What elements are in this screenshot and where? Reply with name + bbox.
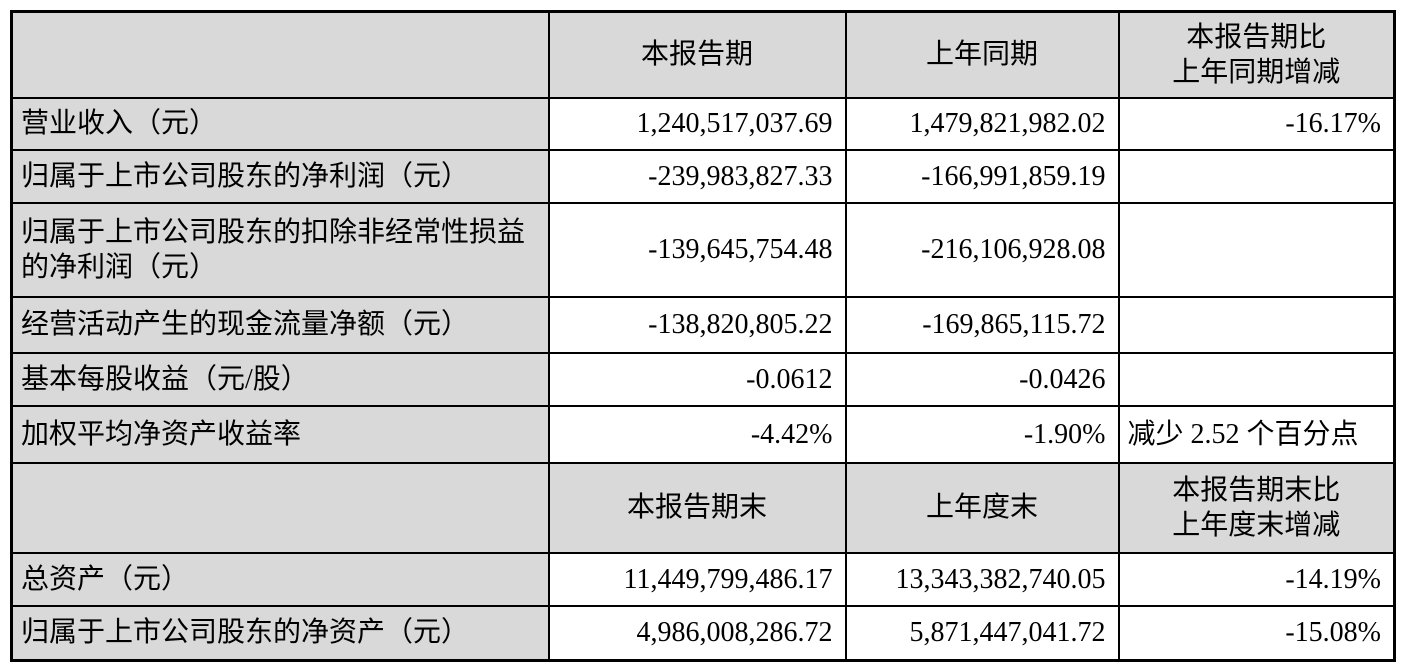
value-change: -14.19% [1117,551,1396,607]
row-label: 总资产（元） [10,551,550,607]
financial-summary-table: 本报告期 上年同期 本报告期比 上年同期增减 营业收入（元） 1,240,517… [10,10,1396,662]
section1-header-corner-cell [10,10,550,99]
value-change [1117,148,1396,204]
value-change: 减少 2.52 个百分点 [1117,404,1396,464]
table-row-operating-revenue: 营业收入（元） 1,240,517,037.69 1,479,821,982.0… [10,96,1396,151]
value-prior-period: -0.0426 [844,351,1120,407]
section1-header-current-period: 本报告期 [547,10,847,99]
section2-header-prior-year-end: 上年度末 [844,461,1120,554]
table-row-net-profit: 归属于上市公司股东的净利润（元） -239,983,827.33 -166,99… [10,148,1396,204]
value-current-period: 4,986,008,286.72 [547,604,847,662]
value-prior-period: -216,106,928.08 [844,201,1120,298]
value-change: -15.08% [1117,604,1396,662]
table-row-net-profit-excl-nonrecurring: 归属于上市公司股东的扣除非经常性损益的净利润（元） -139,645,754.4… [10,201,1396,298]
value-change: -16.17% [1117,96,1396,151]
table-row-basic-eps: 基本每股收益（元/股） -0.0612 -0.0426 [10,351,1396,407]
table-row-total-assets: 总资产（元） 11,449,799,486.17 13,343,382,740.… [10,551,1396,607]
value-change [1117,201,1396,298]
section2-header-current-period-end: 本报告期末 [547,461,847,554]
value-prior-period: 1,479,821,982.02 [844,96,1120,151]
row-label: 营业收入（元） [10,96,550,151]
section2-header-corner-cell [10,461,550,554]
value-change [1117,295,1396,354]
value-change [1117,351,1396,407]
value-prior-period: 13,343,382,740.05 [844,551,1120,607]
value-current-period: -0.0612 [547,351,847,407]
section2-header-change: 本报告期末比 上年度末增减 [1117,461,1396,554]
section1-header-prior-period: 上年同期 [844,10,1120,99]
value-prior-period: -166,991,859.19 [844,148,1120,204]
value-prior-period: -169,865,115.72 [844,295,1120,354]
row-label: 加权平均净资产收益率 [10,404,550,464]
value-current-period: -138,820,805.22 [547,295,847,354]
section1-header-row: 本报告期 上年同期 本报告期比 上年同期增减 [10,10,1396,99]
value-current-period: -239,983,827.33 [547,148,847,204]
section1-header-change: 本报告期比 上年同期增减 [1117,10,1396,99]
value-current-period: -139,645,754.48 [547,201,847,298]
value-current-period: 11,449,799,486.17 [547,551,847,607]
row-label: 归属于上市公司股东的净资产（元） [10,604,550,662]
section2-header-row: 本报告期末 上年度末 本报告期末比 上年度末增减 [10,461,1396,554]
table-row-net-assets: 归属于上市公司股东的净资产（元） 4,986,008,286.72 5,871,… [10,604,1396,662]
value-current-period: -4.42% [547,404,847,464]
row-label: 归属于上市公司股东的净利润（元） [10,148,550,204]
value-prior-period: 5,871,447,041.72 [844,604,1120,662]
row-label: 基本每股收益（元/股） [10,351,550,407]
row-label: 归属于上市公司股东的扣除非经常性损益的净利润（元） [10,201,550,298]
table-row-weighted-avg-roe: 加权平均净资产收益率 -4.42% -1.90% 减少 2.52 个百分点 [10,404,1396,464]
value-current-period: 1,240,517,037.69 [547,96,847,151]
value-prior-period: -1.90% [844,404,1120,464]
row-label: 经营活动产生的现金流量净额（元） [10,295,550,354]
table-row-operating-cash-flow: 经营活动产生的现金流量净额（元） -138,820,805.22 -169,86… [10,295,1396,354]
